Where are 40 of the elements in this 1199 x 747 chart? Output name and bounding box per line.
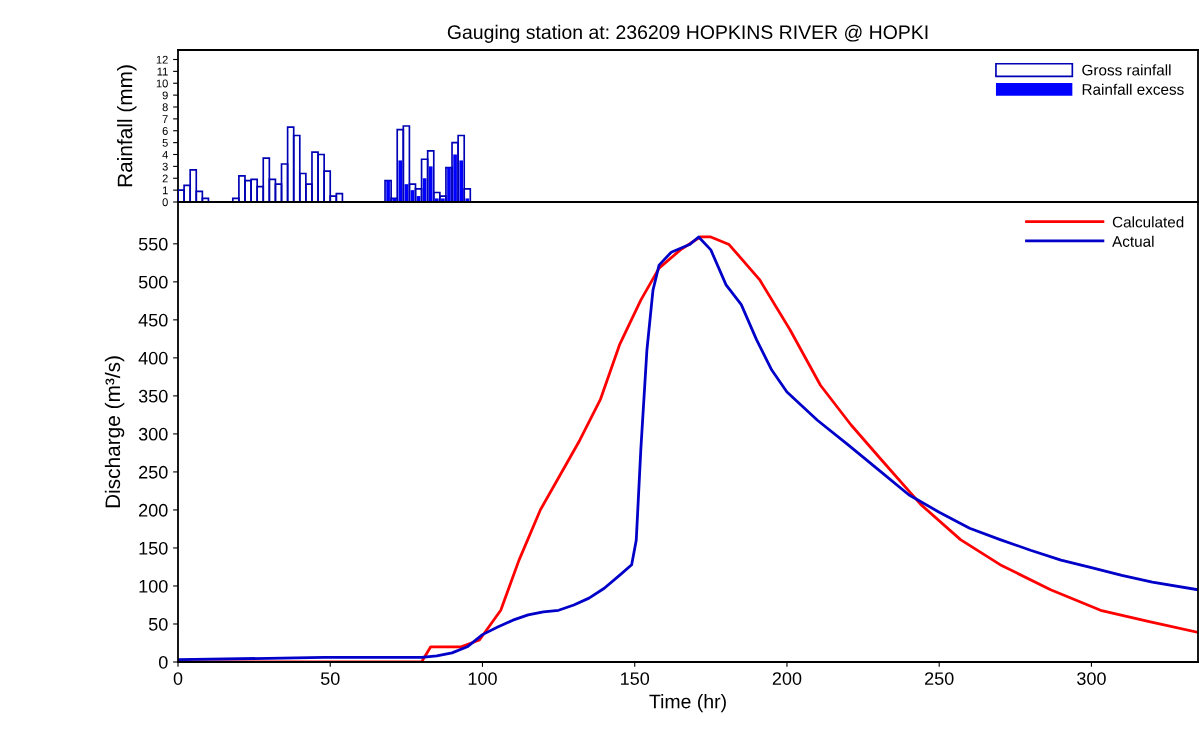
x-tick-label: 50 (320, 672, 340, 685)
y-tick-label: 500 (138, 275, 168, 289)
y-tick-label: 300 (138, 427, 168, 441)
x-tick-label: 100 (468, 672, 497, 685)
y-tick-label: 1 (162, 186, 168, 195)
y-tick-label: 450 (138, 313, 168, 327)
y-tick-label: 0 (162, 198, 168, 207)
y-tick-label: 250 (139, 465, 168, 479)
x-tick-label: 200 (772, 672, 802, 685)
y-tick-label: 8 (162, 103, 168, 112)
y-tick-label: 12 (156, 55, 168, 64)
y-tick-label: 50 (148, 617, 168, 631)
y-axis-title: Rainfall (mm) (117, 65, 137, 187)
x-axis-title: Time (hr) (649, 694, 726, 713)
y-tick-label: 0 (158, 655, 168, 669)
y-tick-label: 10 (156, 79, 168, 88)
legend-label: Gross rainfall (1082, 64, 1171, 76)
y-tick-label: 200 (139, 503, 168, 517)
y-tick-label: 2 (162, 174, 168, 183)
y-tick-label: 5 (162, 139, 168, 147)
legend-label: Rainfall excess (1082, 83, 1184, 95)
y-axis-title: Discharge (m³/s) (104, 356, 125, 508)
y-tick-label: 100 (139, 579, 168, 593)
chart-title: Gauging station at: 236209 HOPKINS RIVER @ HOPKI (447, 24, 928, 43)
x-tick-label: 150 (621, 672, 650, 685)
legend-label: Actual (1112, 235, 1154, 247)
x-tick-label: 0 (173, 672, 183, 685)
y-tick-label: 7 (162, 115, 168, 123)
y-tick-label: 6 (162, 127, 168, 135)
legend-label: Calculated (1112, 216, 1184, 228)
y-tick-label: 400 (138, 351, 168, 365)
y-tick-label: 11 (157, 67, 168, 76)
y-tick-label: 550 (138, 237, 168, 251)
y-tick-label: 350 (138, 389, 168, 403)
y-tick-label: 3 (162, 162, 168, 171)
x-tick-label: 250 (925, 672, 954, 685)
x-tick-label: 300 (1077, 672, 1106, 685)
y-tick-label: 150 (139, 541, 168, 555)
y-tick-label: 9 (162, 91, 168, 100)
y-tick-label: 4 (162, 150, 168, 159)
